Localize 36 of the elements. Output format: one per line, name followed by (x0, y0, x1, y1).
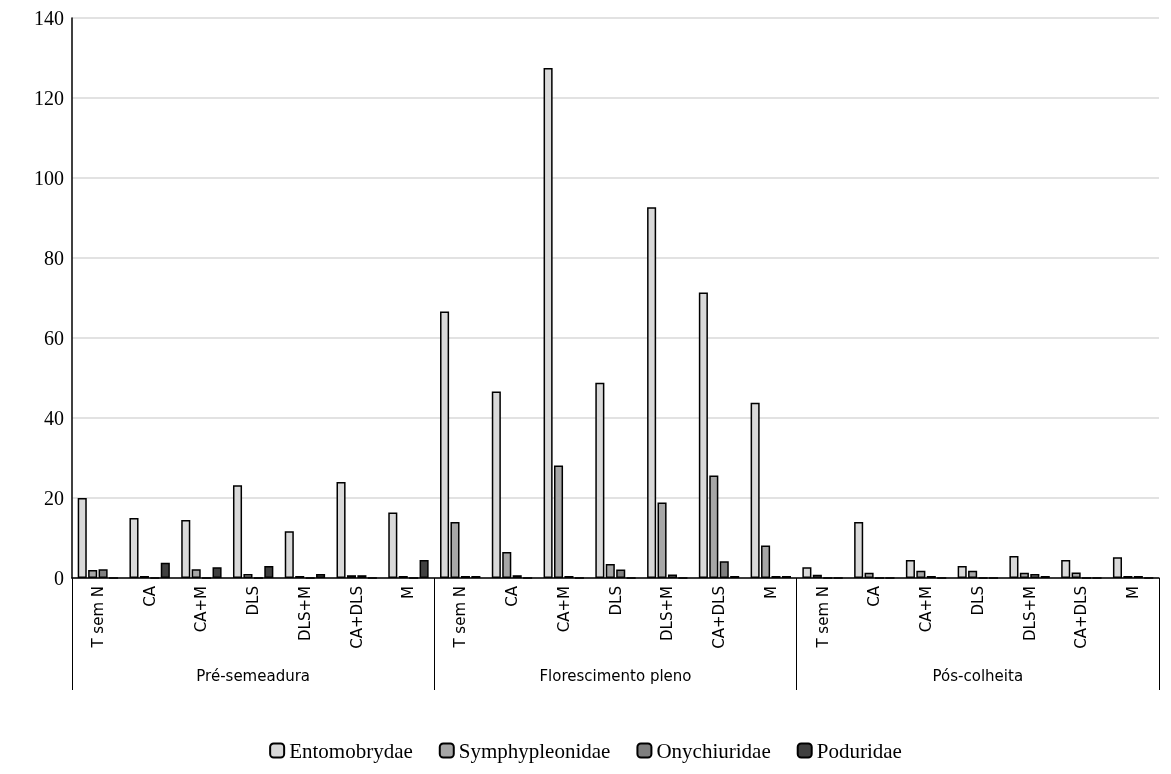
legend-label: Poduridae (816, 738, 902, 763)
x-tick-label: CA (140, 585, 159, 607)
text: Florescimento pleno (539, 666, 692, 685)
y-tick-label: 40 (44, 407, 64, 429)
x-tick-label: DLS+M (295, 586, 314, 641)
text: Pós-colheita (932, 666, 1024, 685)
text: Pré-semeadura (196, 666, 311, 685)
x-tick-label: CA+DLS (710, 586, 729, 649)
x-tick-label: CA+M (917, 586, 936, 633)
y-tick-label: 80 (44, 247, 64, 269)
legend-label: Symphypleonidae (458, 738, 611, 763)
y-tick-label: 140 (34, 7, 64, 29)
x-tick-label: DLS+M (658, 586, 677, 641)
y-tick-label: 20 (44, 487, 64, 509)
x-tick-label: M (1124, 586, 1143, 599)
x-tick-label: T sem N (451, 586, 470, 649)
x-tick-label: M (761, 586, 780, 599)
x-tick-label: CA (865, 585, 884, 607)
x-tick-label: T sem N (813, 586, 832, 649)
legend-label: Entomobrydae (289, 738, 413, 763)
x-tick-label: T sem N (88, 586, 107, 649)
y-tick-label: 0 (54, 567, 64, 589)
y-tick-label: 120 (34, 87, 64, 109)
x-tick-label: M (399, 586, 418, 599)
x-tick-label: DLS (968, 586, 987, 616)
x-tick-label: CA+M (192, 586, 211, 633)
y-tick-label: 60 (44, 327, 64, 349)
x-tick-label: CA+DLS (347, 586, 366, 649)
x-tick-label: CA+DLS (1072, 586, 1091, 649)
legend-label: Onychiuridae (656, 738, 771, 763)
y-tick-label: 100 (34, 167, 64, 189)
x-tick-label: DLS+M (1020, 586, 1039, 641)
x-tick-label: DLS (244, 586, 263, 616)
x-tick-label: CA+M (554, 586, 573, 633)
x-tick-label: DLS (606, 586, 625, 616)
x-tick-label: CA (502, 585, 521, 607)
